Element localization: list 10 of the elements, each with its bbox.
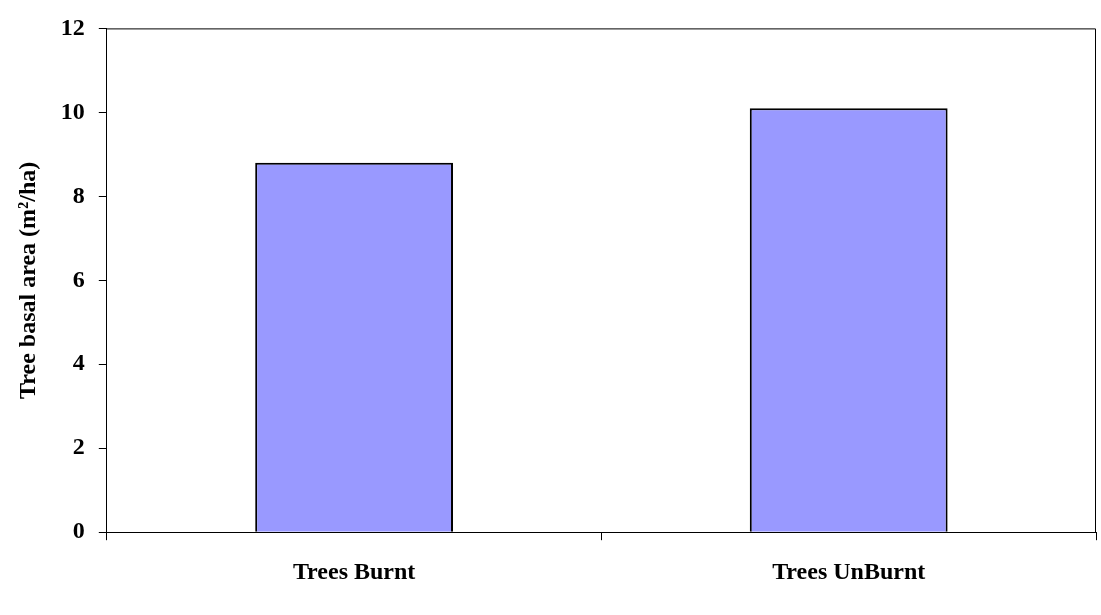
- y-tick-label: 2: [72, 433, 85, 460]
- y-tick-label: 10: [60, 97, 85, 124]
- y-tick-label: 0: [72, 517, 85, 544]
- y-tick-label: 6: [72, 265, 85, 292]
- y-tick-label: 8: [72, 181, 85, 208]
- x-tick-label: Trees Burnt: [292, 557, 416, 584]
- x-tick-label: Trees UnBurnt: [772, 557, 926, 584]
- y-tick-label: 4: [72, 349, 85, 376]
- y-axis-title: Tree basal area (m²/ha): [13, 161, 40, 399]
- y-tick-label: 12: [60, 13, 85, 40]
